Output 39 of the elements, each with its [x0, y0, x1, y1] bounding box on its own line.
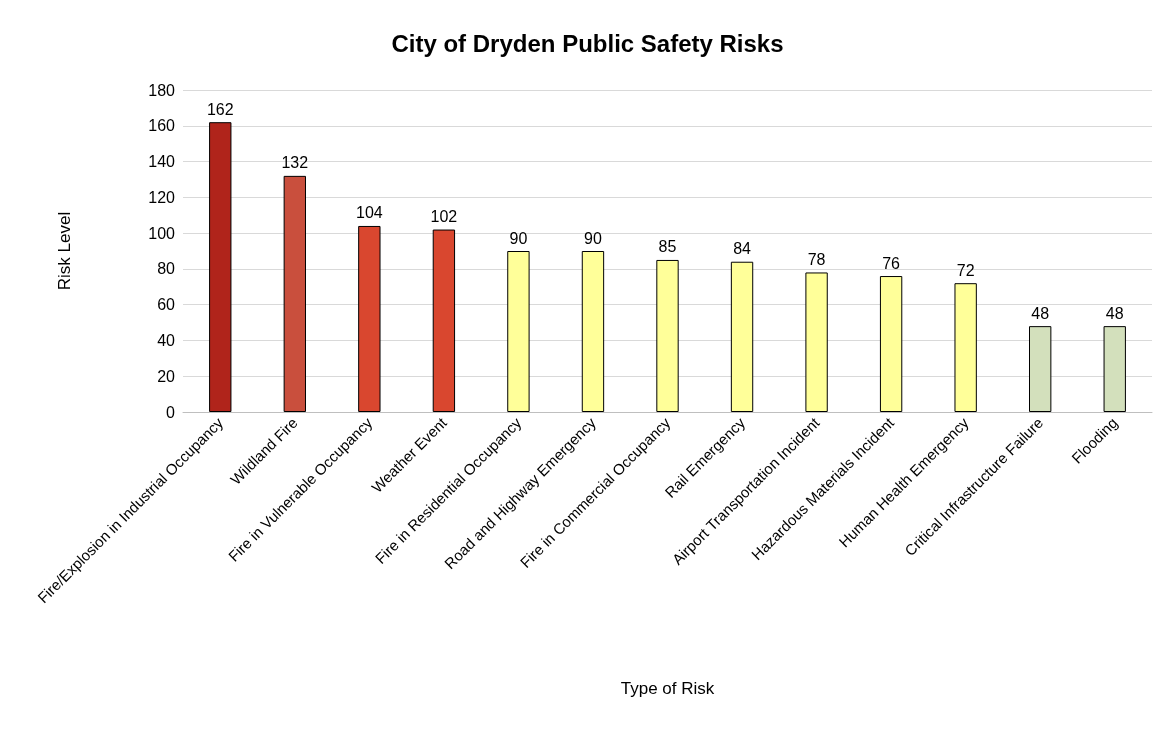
y-tick-label: 160	[148, 117, 176, 135]
data-label: 84	[733, 240, 752, 258]
data-label: 132	[281, 154, 309, 172]
data-label: 76	[882, 254, 901, 272]
data-label: 102	[430, 208, 458, 226]
bar	[432, 229, 456, 412]
y-tick-label: 180	[148, 81, 176, 99]
chart-title: City of Dryden Public Safety Risks	[391, 29, 784, 57]
data-label: 85	[658, 238, 677, 256]
bar	[1029, 326, 1052, 412]
bar	[209, 122, 232, 412]
bar	[1103, 326, 1126, 412]
y-tick-label: 40	[157, 331, 176, 349]
bar	[283, 175, 306, 412]
data-label: 48	[1105, 304, 1124, 322]
y-tick-label: 140	[148, 153, 176, 171]
bar	[954, 283, 977, 412]
y-tick-label: 60	[157, 296, 176, 314]
y-tick-label: 0	[166, 403, 176, 421]
x-axis-title: Type of Risk	[620, 679, 715, 698]
data-label: 104	[355, 204, 383, 222]
bar	[879, 276, 903, 412]
y-axis-title: Risk Level	[55, 211, 74, 291]
data-label: 90	[584, 229, 602, 247]
y-tick-label: 120	[148, 188, 176, 206]
y-tick-label: 20	[157, 367, 176, 385]
bar	[730, 261, 754, 412]
bar	[358, 225, 381, 412]
bar	[805, 272, 828, 412]
data-label: 162	[206, 100, 234, 118]
data-label: 78	[807, 250, 826, 268]
data-label: 90	[509, 229, 528, 247]
bar	[656, 259, 679, 412]
data-label: 72	[956, 261, 975, 279]
y-tick-label: 80	[157, 260, 176, 278]
bar	[507, 251, 530, 412]
bar	[581, 251, 605, 412]
data-label: 48	[1031, 304, 1050, 322]
y-tick-label: 100	[148, 224, 176, 242]
